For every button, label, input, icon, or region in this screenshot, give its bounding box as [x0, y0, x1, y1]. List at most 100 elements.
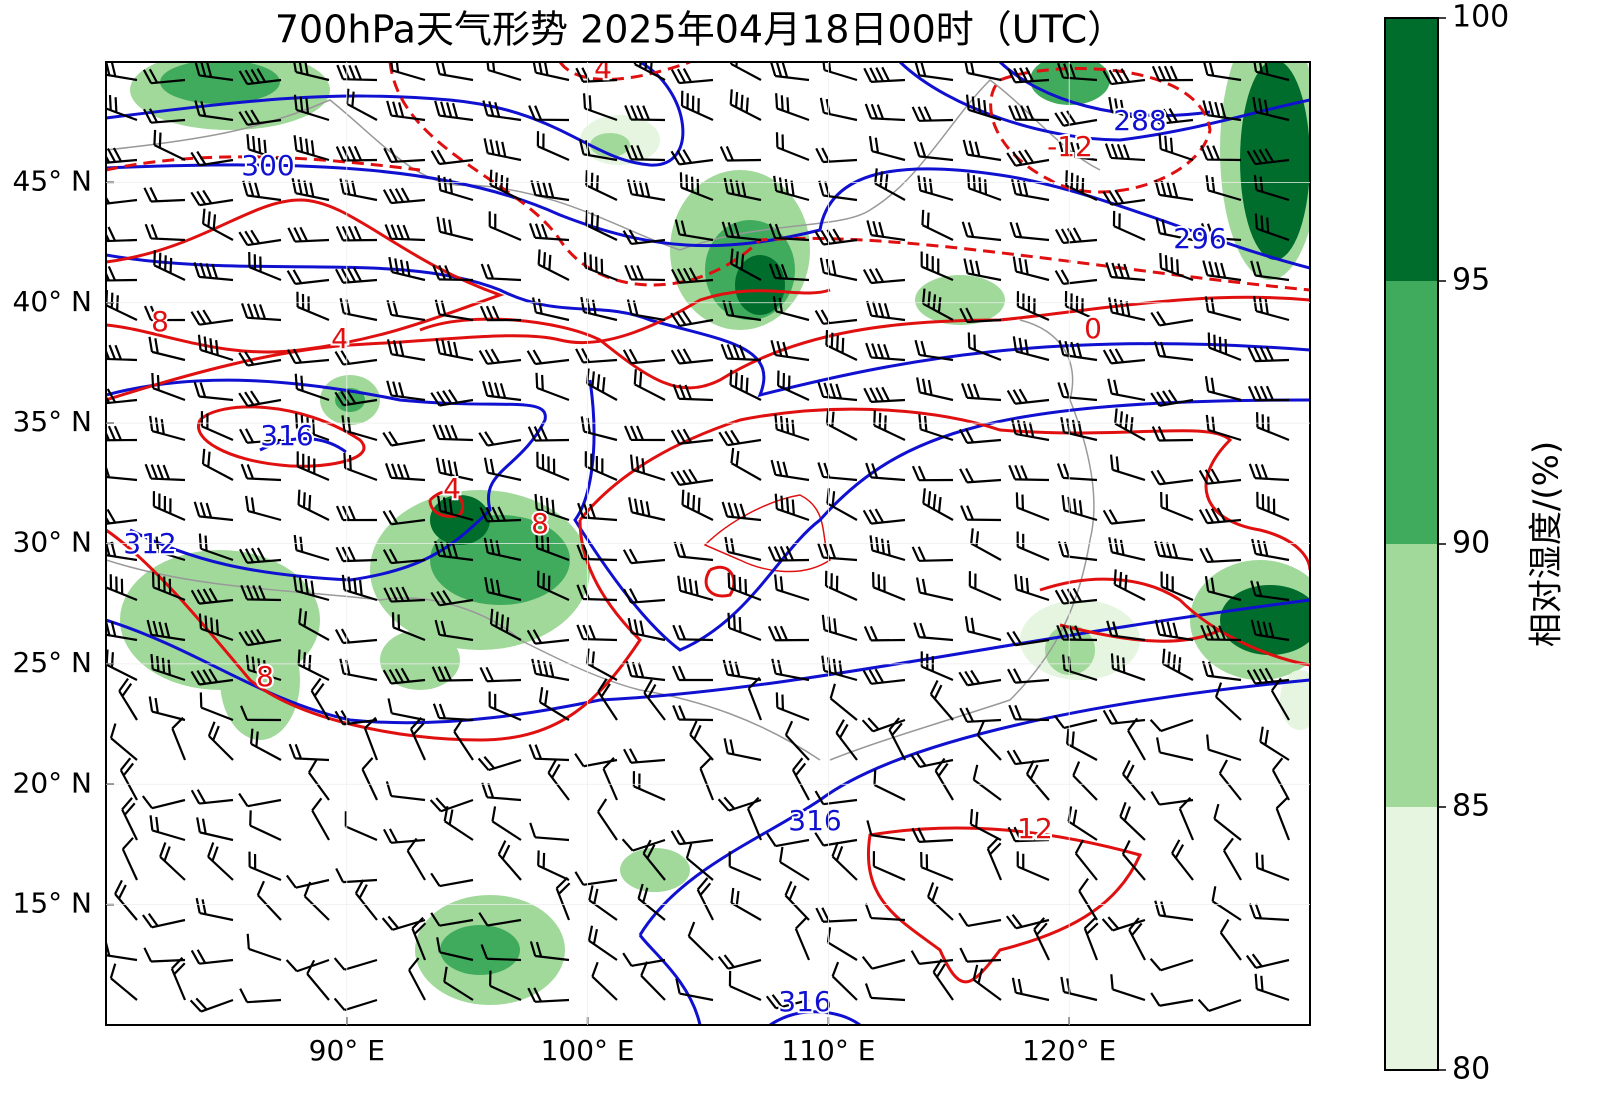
wind-barb — [106, 189, 138, 206]
wind-barb — [721, 221, 762, 242]
wind-barb — [194, 100, 234, 122]
wind-barb — [1207, 332, 1242, 362]
wind-barb — [480, 944, 522, 962]
wind-barb — [528, 223, 570, 242]
wind-barb — [296, 291, 330, 322]
wind-barb — [386, 380, 426, 402]
wind-barb — [293, 135, 330, 162]
wind-barb — [240, 705, 282, 722]
wind-barb — [972, 964, 1002, 1001]
wind-barb — [1060, 416, 1098, 442]
wind-barb — [249, 728, 282, 761]
wind-barb — [1033, 917, 1050, 961]
wind-barb — [481, 380, 522, 402]
wind-barb — [106, 571, 138, 602]
wind-barb — [530, 180, 570, 202]
wind-barb — [824, 570, 858, 602]
wind-barb — [1008, 704, 1050, 722]
wind-barb — [1016, 531, 1050, 562]
wind-barb — [864, 103, 906, 122]
wind-barb — [335, 546, 378, 563]
wind-barb — [246, 134, 282, 162]
wind-barb — [1119, 801, 1146, 841]
wind-barb — [285, 874, 330, 889]
wind-barb — [453, 718, 474, 761]
wind-barb — [960, 383, 1002, 402]
wind-barb — [1254, 973, 1290, 1002]
wind-barb — [1248, 463, 1290, 482]
wind-barb — [537, 249, 570, 281]
wind-barb — [814, 832, 858, 847]
wind-barb — [674, 219, 714, 242]
wind-barb — [817, 462, 858, 482]
wind-barb — [821, 655, 858, 682]
wind-barb — [576, 584, 618, 602]
wind-barb — [580, 416, 618, 442]
wind-barb — [862, 668, 906, 685]
wind-barb — [1064, 290, 1098, 322]
wind-barb — [576, 544, 618, 562]
wind-barb — [201, 448, 234, 481]
wind-barb — [190, 587, 234, 605]
wind-barb — [1056, 624, 1098, 642]
wind-barb — [291, 178, 330, 202]
wind-barb — [863, 625, 906, 642]
wind-barb — [819, 97, 858, 122]
wind-barb — [1245, 953, 1290, 969]
wind-barb — [109, 723, 138, 761]
colorbar-segment — [1385, 544, 1438, 807]
wind-barb — [386, 100, 426, 122]
wind-barb — [825, 330, 858, 361]
wind-barb — [747, 676, 763, 721]
wind-barb — [1197, 998, 1242, 1012]
wind-barb — [1206, 734, 1242, 762]
wind-barb — [190, 309, 234, 326]
wind-barb — [443, 966, 474, 1001]
wind-barb — [729, 89, 762, 121]
wind-barb — [1252, 96, 1290, 122]
wind-barb — [491, 806, 522, 841]
wind-barb — [489, 169, 522, 201]
wind-barb — [382, 187, 426, 205]
wind-barb — [964, 616, 1002, 642]
wind-barb — [727, 612, 762, 642]
wind-barb — [434, 100, 474, 122]
wind-barb — [1160, 492, 1194, 522]
wind-barb — [959, 307, 1002, 324]
wind-barb — [532, 297, 570, 322]
colorbar-tick-label: 80 — [1452, 1052, 1490, 1087]
wind-barb — [1007, 826, 1050, 843]
wind-barb — [914, 62, 954, 82]
wind-barb — [1155, 218, 1194, 242]
wind-barb — [1007, 67, 1050, 84]
wind-barb — [388, 256, 426, 282]
wind-barb — [773, 175, 810, 202]
wind-barb — [623, 748, 666, 764]
wind-barb — [861, 956, 906, 970]
wind-barb — [1101, 916, 1146, 932]
wind-barb — [862, 508, 906, 525]
wind-barb — [334, 628, 378, 645]
wind-barb — [865, 342, 906, 362]
wind-barb — [1110, 974, 1146, 1002]
wind-barb — [152, 491, 186, 522]
wind-barb — [190, 789, 234, 805]
wind-barb — [577, 502, 618, 522]
wind-barb — [1150, 389, 1194, 407]
wind-barb — [1154, 179, 1194, 202]
colorbar-segment — [1385, 807, 1438, 1070]
wind-barb — [626, 179, 666, 202]
wind-barb — [921, 209, 954, 241]
wind-barb — [406, 837, 426, 881]
wind-barb — [774, 493, 810, 522]
colorbar-segment — [1385, 18, 1438, 281]
wind-barb — [963, 62, 1002, 82]
wind-barb — [307, 758, 330, 801]
wind-barb — [1010, 178, 1050, 202]
wind-barb — [622, 229, 666, 245]
wind-barb — [911, 827, 954, 843]
wind-barb — [685, 843, 714, 881]
colorbar-tick-label: 90 — [1452, 526, 1490, 561]
wind-barb — [238, 390, 282, 407]
wind-barb — [911, 106, 954, 122]
